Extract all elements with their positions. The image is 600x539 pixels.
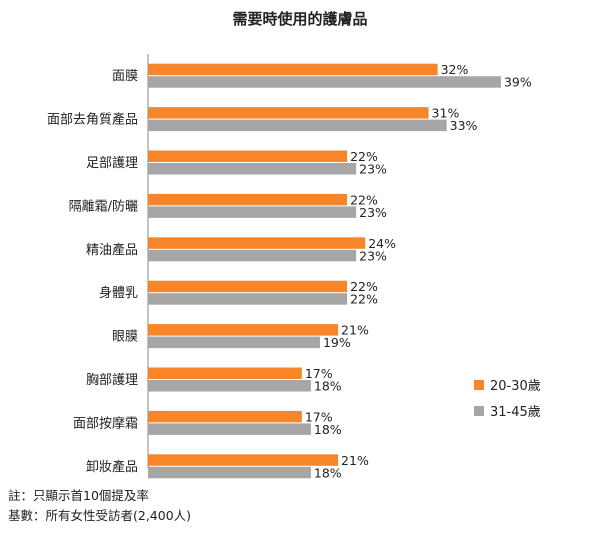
bar-series1 [148, 367, 302, 379]
legend: 20-30歲 31-45歲 [474, 379, 541, 420]
data-label: 18% [314, 379, 342, 394]
bar-series2 [148, 336, 320, 349]
bar-series1 [148, 237, 366, 249]
data-label: 18% [314, 422, 342, 437]
legend-label: 31-45歲 [490, 405, 541, 420]
legend-swatch [474, 406, 484, 416]
data-label: 39% [504, 75, 532, 90]
data-label: 22% [350, 149, 378, 164]
footnote-top10: 註：只顯示首10個提及率 [8, 488, 149, 503]
category-label: 隔離霜/防曬 [69, 198, 138, 214]
bar-series2 [148, 380, 311, 392]
chart-title: 需要時使用的護膚品 [232, 10, 367, 28]
category-label: 足部護理 [86, 155, 138, 171]
data-label: 22% [350, 192, 378, 207]
bar-series1 [148, 454, 339, 466]
data-label: 33% [450, 118, 478, 133]
data-label: 22% [350, 292, 378, 307]
data-label: 32% [441, 62, 469, 77]
category-label: 面部按摩霜 [73, 415, 138, 431]
category-label: 卸妝產品 [86, 459, 138, 475]
data-label: 23% [359, 162, 387, 177]
bar-series2 [148, 119, 447, 132]
legend-swatch [474, 380, 484, 390]
category-label: 眼膜 [112, 330, 138, 345]
footnote-base: 基數：所有女性受訪者(2,400人) [8, 508, 192, 523]
bar-series1 [148, 107, 429, 119]
category-label: 精油產品 [86, 242, 138, 258]
value-labels: 32%39%31%33%22%23%22%23%24%23%22%22%21%1… [305, 62, 532, 480]
data-label: 19% [323, 335, 351, 350]
bar-series2 [148, 293, 348, 305]
data-label: 24% [368, 236, 396, 251]
bar-series1 [148, 324, 339, 336]
category-label: 面部去角質產品 [47, 112, 138, 128]
data-label: 23% [359, 248, 387, 263]
bar-series2 [148, 163, 357, 175]
data-label: 23% [359, 205, 387, 220]
data-label: 21% [341, 453, 369, 468]
bar-series2 [148, 249, 357, 262]
data-label: 17% [305, 409, 333, 424]
bar-series1 [148, 63, 438, 76]
bar-series2 [148, 466, 311, 479]
footnotes: 註：只顯示首10個提及率 基數：所有女性受訪者(2,400人) [8, 486, 191, 526]
data-label: 22% [350, 279, 378, 294]
data-label: 21% [341, 323, 369, 338]
bar-series1 [148, 410, 302, 423]
category-label: 面膜 [112, 69, 138, 84]
data-label: 17% [305, 366, 333, 381]
bar-series1 [148, 280, 348, 293]
data-label: 31% [432, 106, 460, 121]
category-labels: 面膜面部去角質產品足部護理隔離霜/防曬精油產品身體乳眼膜胸部護理面部按摩霜卸妝產… [47, 69, 138, 475]
legend-label: 20-30歲 [490, 379, 541, 394]
bar-series2 [148, 423, 311, 435]
bars [148, 63, 501, 479]
bar-series1 [148, 150, 348, 162]
category-label: 胸部護理 [86, 372, 138, 388]
category-label: 身體乳 [99, 285, 138, 301]
bar-series2 [148, 206, 357, 218]
bar-series2 [148, 76, 501, 88]
data-label: 18% [314, 465, 342, 480]
bar-series1 [148, 193, 348, 206]
